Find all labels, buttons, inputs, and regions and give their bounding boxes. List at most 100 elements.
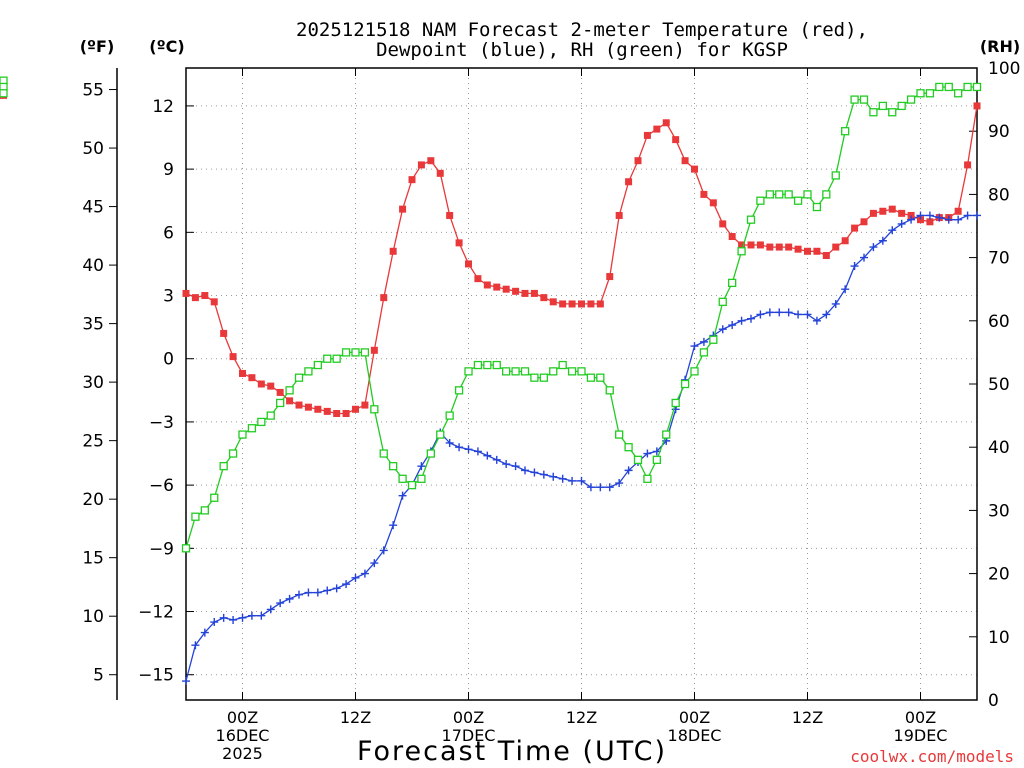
rh-point <box>511 367 520 376</box>
temperature-point <box>182 289 190 297</box>
rh-tick-label: 20 <box>988 565 1010 585</box>
dewpoint-point <box>775 308 784 317</box>
dewpoint-point <box>812 316 821 325</box>
temperature-point <box>361 401 369 409</box>
temperature-point <box>408 176 416 184</box>
rh-point <box>944 82 953 92</box>
dewpoint-point <box>756 310 765 319</box>
celsius-tick-label: 9 <box>163 160 174 180</box>
dewpoint-point <box>850 262 859 271</box>
fahrenheit-tick-label: 40 <box>82 256 104 276</box>
x-tick-day-label: 17DEC <box>442 726 496 745</box>
x-tick-day-label: 18DEC <box>668 726 722 745</box>
x-tick-hour-label: 00Z <box>227 708 258 727</box>
dewpoint-point <box>973 211 981 220</box>
temperature-point <box>615 211 623 219</box>
temperature-point <box>813 247 821 255</box>
dewpoint-point <box>888 226 897 235</box>
x-tick-hour-label: 12Z <box>792 708 823 727</box>
rh-point <box>746 215 756 224</box>
temperature-point <box>342 409 350 417</box>
rh-point <box>718 297 727 306</box>
rh-point <box>624 443 633 452</box>
dewpoint-point <box>313 588 322 597</box>
temperature-point <box>295 401 303 409</box>
rh-point <box>775 190 784 199</box>
temperature-point <box>964 161 972 169</box>
rh-point <box>596 373 605 382</box>
dewpoint-point <box>737 316 746 325</box>
rh-tick-label: 10 <box>988 628 1010 648</box>
rh-tick-label: 70 <box>988 249 1010 269</box>
dewpoint-point <box>925 211 934 220</box>
rh-point <box>869 108 878 117</box>
rh-point <box>436 430 445 439</box>
temperature-point <box>483 281 491 289</box>
dewpoint-point <box>323 586 332 595</box>
rh-point <box>351 348 360 357</box>
rh-point <box>728 278 737 288</box>
temperature-point <box>380 294 388 302</box>
plot-frame <box>185 67 978 701</box>
celsius-tick-label: 12 <box>152 97 174 117</box>
dewpoint-point <box>483 451 492 460</box>
dewpoint-point <box>389 521 398 530</box>
temperature-point <box>672 136 680 144</box>
rh-point <box>473 360 483 370</box>
temperature-point <box>201 292 209 300</box>
celsius-tick-label: −12 <box>138 603 174 623</box>
fahrenheit-tick-label: 45 <box>82 198 104 218</box>
rh-point <box>228 449 238 458</box>
plot-series <box>0 77 982 686</box>
rh-point <box>690 367 699 376</box>
dewpoint-point <box>803 310 812 319</box>
rh-point <box>426 449 435 458</box>
dewpoint-point <box>191 641 200 650</box>
x-tick-hour-label: 00Z <box>453 708 484 727</box>
fahrenheit-axis-unit: (ºF) <box>80 37 115 56</box>
dewpoint-point <box>624 466 633 475</box>
temperature-point <box>559 300 567 308</box>
rh-point <box>803 190 812 199</box>
fahrenheit-tick-label: 5 <box>93 666 104 686</box>
rh-tick-label: 80 <box>988 185 1010 205</box>
rh-point <box>304 367 313 376</box>
rh-point <box>906 95 916 104</box>
rh-point <box>577 367 586 376</box>
rh-tick-label: 60 <box>988 312 1010 332</box>
temperature-point <box>973 102 981 110</box>
celsius-tick-label: −3 <box>149 413 174 433</box>
rh-point <box>878 101 887 111</box>
dewpoint-point <box>558 474 567 483</box>
temperature-point <box>794 245 802 253</box>
temperature-point <box>417 161 425 169</box>
dewpoint-point <box>605 483 614 492</box>
temperature-point <box>747 241 755 249</box>
temperature-point <box>917 216 924 224</box>
fahrenheit-tick-label: 15 <box>82 549 104 569</box>
temperature-point <box>719 220 727 228</box>
rh-point <box>972 82 982 92</box>
temperature-point <box>606 273 614 281</box>
temperature-point <box>512 287 520 295</box>
temperature-point <box>662 119 670 127</box>
rh-axis-unit: (RH) <box>980 37 1020 56</box>
grid-lines <box>186 68 977 700</box>
dewpoint-point <box>370 559 379 568</box>
x-tick-day-label: 19DEC <box>894 726 948 745</box>
celsius-tick-label: −9 <box>149 539 174 559</box>
dewpoint-point <box>445 438 454 447</box>
rh-tick-label: 30 <box>988 501 1010 521</box>
fahrenheit-tick-label: 25 <box>82 432 104 452</box>
temperature-point <box>248 374 256 382</box>
rh-point <box>379 449 388 458</box>
rh-point <box>765 190 774 199</box>
rh-point <box>539 373 548 382</box>
temperature-point <box>276 388 284 396</box>
rh-point <box>615 430 624 439</box>
temperature-point <box>521 289 529 297</box>
dewpoint-point <box>200 628 209 637</box>
temperature-point <box>304 403 312 411</box>
